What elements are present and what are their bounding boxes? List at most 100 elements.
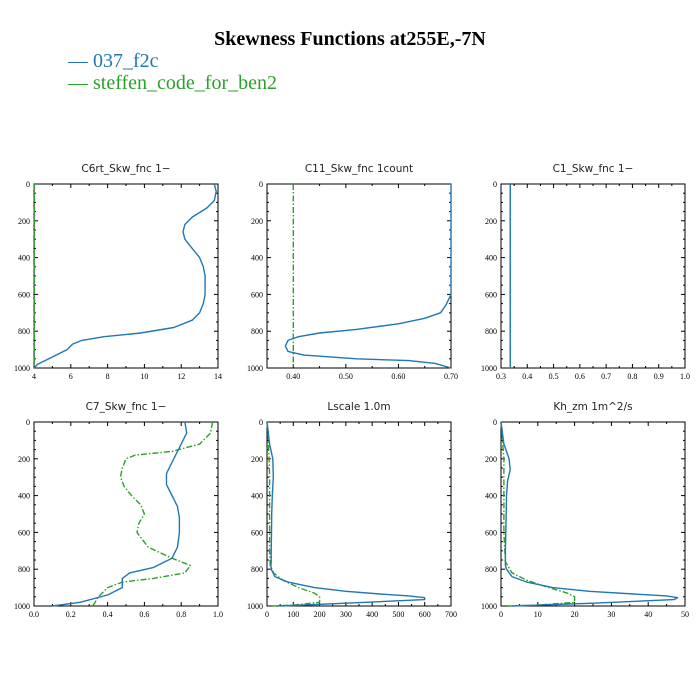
x-tick-label: 0.3: [496, 372, 506, 381]
x-tick-label: 0.6: [575, 372, 585, 381]
y-tick-label: 400: [485, 492, 497, 501]
y-tick-label: 800: [485, 565, 497, 574]
y-tick-label: 400: [251, 254, 263, 263]
x-tick-label: 500: [392, 610, 404, 619]
plot-frame: [266, 183, 452, 369]
panel-lscale: Lscale 1.0m 0 100 200 300 400 500 600 700 0 200 400…: [247, 401, 457, 619]
y-tick-label: 0: [259, 180, 263, 189]
legend-entry-steffen-code: — steffen_code_for_ben2: [68, 72, 278, 94]
x-tick-label: 0: [265, 610, 269, 619]
y-tick-label: 0: [26, 418, 30, 427]
x-tick-label: 6: [69, 372, 73, 381]
y-tick-label: 400: [18, 492, 30, 501]
x-tick-label: 0.70: [444, 372, 458, 381]
series-line-037-f2c: [266, 421, 426, 607]
x-tick-label: 200: [314, 610, 326, 619]
x-tick-label: 0.8: [627, 372, 637, 381]
panel-title: C6rt_Skw_fnc 1−: [81, 163, 170, 175]
x-tick-label: 4: [32, 372, 36, 381]
x-tick-label: 0: [499, 610, 503, 619]
x-tick-label: 12: [177, 372, 185, 381]
plot-frame: [500, 183, 686, 369]
x-tick-label: 0.0: [29, 610, 39, 619]
series-line-037-f2c: [33, 183, 217, 369]
y-tick-label: 800: [18, 327, 30, 336]
y-tick-label: 1000: [247, 364, 263, 373]
y-tick-label: 1000: [14, 364, 30, 373]
panel-kh-zm: Kh_zm 1m^2/s 0 10 20 30 40 50 0 200 400 600 800 1000: [481, 401, 689, 619]
plot-frame: [266, 421, 452, 607]
series-line-steffen-code-for-ben2: [92, 421, 214, 607]
y-tick-label: 200: [251, 217, 263, 226]
x-tick-label: 700: [445, 610, 457, 619]
y-tick-label: 600: [18, 528, 30, 537]
y-tick-label: 200: [251, 455, 263, 464]
y-tick-label: 600: [251, 290, 263, 299]
legend-entry-037-f2c: — 037_f2c: [68, 50, 159, 72]
y-tick-label: 200: [18, 455, 30, 464]
plot-frame: [33, 421, 219, 607]
y-tick-label: 1000: [481, 364, 497, 373]
x-tick-label: 8: [106, 372, 110, 381]
y-tick-label: 0: [26, 180, 30, 189]
panel-c1-skw-fnc: C1_Skw_fnc 1− 0.3 0.4 0.5 0.6 0.7 0.8 0.9 1.0 0 20…: [481, 163, 690, 381]
x-tick-label: 10: [534, 610, 542, 619]
panel-title: C11_Skw_fnc 1count: [305, 163, 413, 175]
y-tick-label: 1000: [481, 602, 497, 611]
y-tick-label: 400: [485, 254, 497, 263]
x-tick-label: 20: [571, 610, 579, 619]
panel-title: C1_Skw_fnc 1−: [553, 163, 634, 175]
x-tick-label: 0.2: [66, 610, 76, 619]
y-tick-label: 400: [251, 492, 263, 501]
x-tick-label: 0.5: [549, 372, 559, 381]
panel-title: C7_Skw_fnc 1−: [86, 401, 167, 413]
x-tick-label: 14: [214, 372, 222, 381]
y-tick-label: 1000: [14, 602, 30, 611]
x-tick-label: 0.4: [522, 372, 532, 381]
panel-c11-skw-fnc: C11_Skw_fnc 1count 0.40 0.50 0.60 0.70 0 200 40…: [247, 163, 458, 381]
panel-c7-skw-fnc: C7_Skw_fnc 1− 0.0 0.2 0.4 0.6 0.8 1.0 0 200 400 60…: [14, 401, 223, 619]
panel-c6rt-skw-fnc: C6rt_Skw_fnc 1− 4 6 8 10 12 14 0 200 400 600 800 100…: [14, 163, 222, 381]
series-line-037-f2c: [52, 421, 188, 607]
series-line-steffen-code-for-ben2: [500, 421, 576, 607]
x-tick-label: 0.9: [654, 372, 664, 381]
y-tick-label: 800: [18, 565, 30, 574]
figure-title: Skewness Functions at255E,-7N: [214, 28, 486, 50]
x-tick-label: 100: [287, 610, 299, 619]
y-tick-label: 800: [251, 565, 263, 574]
y-tick-label: 600: [485, 528, 497, 537]
y-tick-label: 800: [251, 327, 263, 336]
x-tick-label: 0.7: [601, 372, 611, 381]
x-tick-label: 10: [140, 372, 148, 381]
x-tick-label: 0.8: [176, 610, 186, 619]
y-tick-label: 200: [18, 217, 30, 226]
series-line-037-f2c: [284, 184, 452, 369]
x-tick-label: 0.50: [339, 372, 353, 381]
x-tick-label: 30: [607, 610, 615, 619]
x-tick-label: 40: [644, 610, 652, 619]
y-tick-label: 200: [485, 455, 497, 464]
x-tick-label: 0.60: [391, 372, 405, 381]
x-tick-label: 1.0: [213, 610, 223, 619]
y-tick-label: 0: [259, 418, 263, 427]
y-tick-label: 200: [485, 217, 497, 226]
x-tick-label: 600: [419, 610, 431, 619]
y-tick-label: 600: [485, 290, 497, 299]
x-tick-label: 0.6: [139, 610, 149, 619]
x-tick-label: 1.0: [680, 372, 690, 381]
y-tick-label: 800: [485, 327, 497, 336]
plot-frame: [500, 421, 686, 607]
x-tick-label: 50: [681, 610, 689, 619]
y-tick-label: 600: [251, 528, 263, 537]
panel-title: Kh_zm 1m^2/s: [553, 401, 632, 413]
y-tick-label: 0: [493, 180, 497, 189]
x-tick-label: 0.40: [286, 372, 300, 381]
series-line-037-f2c: [500, 421, 679, 607]
panel-title: Lscale 1.0m: [327, 401, 390, 413]
plot-frame: [33, 183, 219, 369]
x-tick-label: 300: [340, 610, 352, 619]
y-tick-label: 600: [18, 290, 30, 299]
x-tick-label: 0.4: [103, 610, 113, 619]
y-tick-label: 0: [493, 418, 497, 427]
